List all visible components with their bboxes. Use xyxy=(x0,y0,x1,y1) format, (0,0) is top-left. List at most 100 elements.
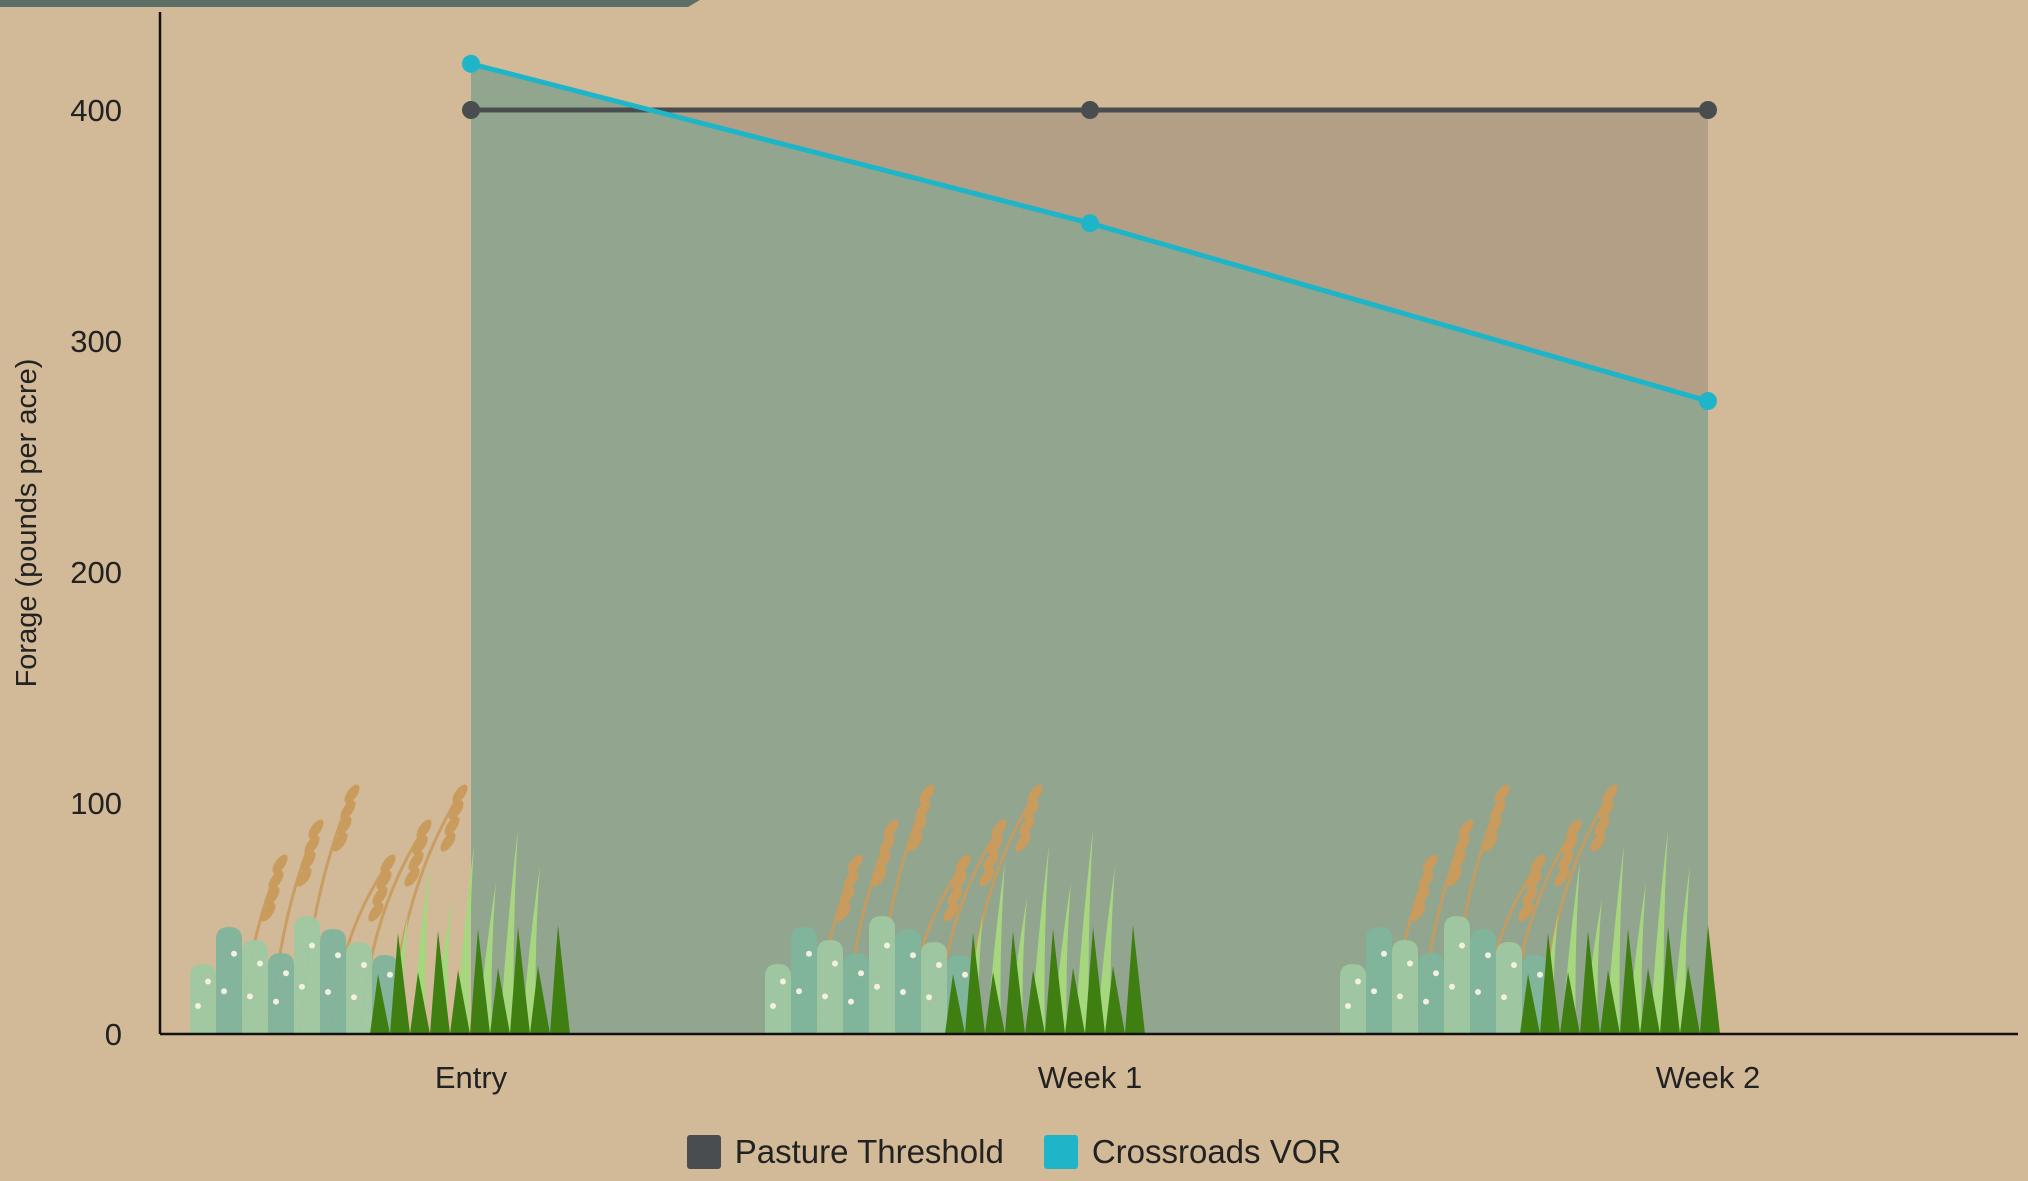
grass-dot xyxy=(231,950,237,957)
seed-head xyxy=(1422,854,1438,874)
grass-spike-dark xyxy=(1560,972,1580,1034)
seed-head xyxy=(380,854,396,874)
grass-spike-dark xyxy=(530,966,550,1034)
grass-dot xyxy=(221,988,227,995)
y-tick-label: 300 xyxy=(70,324,122,359)
grass-spike xyxy=(1650,829,1668,1034)
y-tick-label: 200 xyxy=(70,555,122,590)
seed-head xyxy=(260,902,276,922)
grass-dot xyxy=(273,998,279,1005)
seed-head xyxy=(1023,800,1039,820)
legend-label: Pasture Threshold xyxy=(734,1133,1004,1170)
seed-head xyxy=(272,854,288,874)
x-tick-label: Week 1 xyxy=(1038,1060,1143,1095)
grass-spike-dark xyxy=(490,968,510,1034)
grass-spike-dark xyxy=(1580,931,1600,1034)
seed-head xyxy=(1566,819,1582,839)
grass-dot xyxy=(195,1003,201,1009)
seed-head xyxy=(1482,832,1498,852)
grass-spike-dark xyxy=(965,933,985,1034)
seed-head xyxy=(915,800,931,820)
grass-dot xyxy=(822,993,828,1000)
legend-item-pasture-threshold: Pasture Threshold xyxy=(686,1133,1004,1171)
seed-head xyxy=(1554,867,1570,887)
seed-head xyxy=(987,835,1003,855)
seed-head xyxy=(1518,902,1534,922)
grass-dot xyxy=(205,978,211,985)
grass-spike-dark xyxy=(1025,970,1045,1034)
seed-head xyxy=(879,835,895,855)
seed-head xyxy=(1494,784,1510,804)
grass-blade xyxy=(216,927,242,1034)
grass-blade xyxy=(1418,953,1444,1034)
seed-head xyxy=(372,886,388,906)
grass-blade xyxy=(320,929,346,1034)
grass-dot xyxy=(1407,960,1413,967)
y-tick-label: 0 xyxy=(105,1017,122,1052)
y-tick-labels: 0 100 200 300 400 xyxy=(70,93,122,1052)
seed-head xyxy=(983,851,999,871)
grass-dot xyxy=(1475,989,1481,995)
grass-dot xyxy=(1485,952,1491,959)
seed-head xyxy=(264,886,280,906)
grass-spike-dark xyxy=(1105,966,1125,1034)
grass-blade xyxy=(895,929,921,1034)
legend-item-crossroads-vor: Crossroads VOR xyxy=(1043,1133,1342,1171)
seed-head xyxy=(1590,832,1606,852)
grass-dot xyxy=(962,971,968,978)
grass-blade xyxy=(190,964,216,1034)
seed-head xyxy=(1562,835,1578,855)
grass-spike-dark xyxy=(410,972,430,1034)
point-crossroads-vor xyxy=(1081,214,1099,233)
grass-dot xyxy=(247,993,253,1000)
seed-head xyxy=(308,819,324,839)
grass-dot xyxy=(1355,978,1361,985)
seed-head xyxy=(1410,902,1426,922)
grass-blade xyxy=(1470,929,1496,1034)
grass-spike-dark xyxy=(390,933,410,1034)
grass-blade xyxy=(1496,942,1522,1034)
grass-spike-dark xyxy=(370,974,390,1034)
grass-dot xyxy=(1501,994,1507,1001)
x-tick-label: Entry xyxy=(435,1060,508,1095)
seed-head xyxy=(368,902,384,922)
seed-head xyxy=(911,816,927,836)
grass-dot xyxy=(309,942,315,949)
seed-head xyxy=(1522,886,1538,906)
seed-head xyxy=(1486,816,1502,836)
grass-spike-dark xyxy=(1620,929,1640,1034)
seed-head xyxy=(951,870,967,890)
grass-dot xyxy=(1371,988,1377,995)
grass-dot xyxy=(1537,971,1543,978)
grass-spike-dark xyxy=(1085,927,1105,1034)
grass-dot xyxy=(770,1003,776,1009)
grass-spike-dark xyxy=(550,925,570,1034)
grass-dot xyxy=(848,998,854,1005)
grass-dot xyxy=(283,970,289,977)
top-band xyxy=(0,0,700,7)
grass-dot xyxy=(361,962,367,968)
seed-head xyxy=(344,784,360,804)
grass-spike-dark xyxy=(1700,925,1720,1034)
seed-head xyxy=(416,819,432,839)
y-tick-label: 100 xyxy=(70,786,122,821)
grass-dot xyxy=(335,952,341,959)
grass-spike-dark xyxy=(1660,927,1680,1034)
seed-head xyxy=(919,784,935,804)
legend-label: Crossroads VOR xyxy=(1091,1133,1342,1170)
grass-dot xyxy=(1423,998,1429,1005)
grass-spike-dark xyxy=(1520,974,1540,1034)
seed-head xyxy=(883,819,899,839)
grass-spike-dark xyxy=(1125,925,1145,1034)
grass-dot xyxy=(910,952,916,959)
seed-head xyxy=(907,832,923,852)
seed-head xyxy=(1027,784,1043,804)
seed-head xyxy=(991,819,1007,839)
point-pasture-threshold xyxy=(462,101,480,119)
grass-blade xyxy=(268,953,294,1034)
x-tick-labels: Entry Week 1 Week 2 xyxy=(435,1060,1760,1095)
seed-head xyxy=(1594,816,1610,836)
grass-dot xyxy=(1381,950,1387,957)
grass-blade xyxy=(791,927,817,1034)
